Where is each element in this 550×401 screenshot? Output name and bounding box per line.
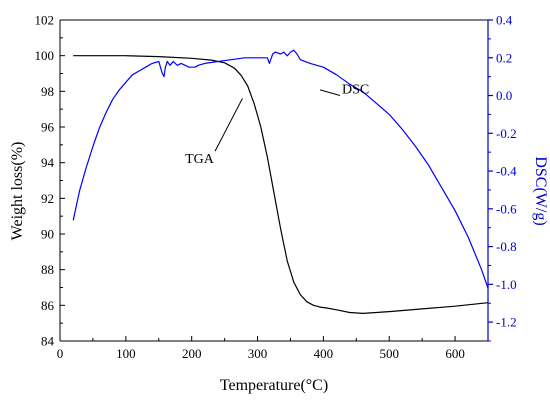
y-left-tick-label: 88 [41, 262, 54, 277]
y-left-tick-label: 96 [41, 120, 55, 135]
y-left-tick-label: 86 [41, 298, 55, 313]
x-axis-ticks: 0 100 200 300 400 500 600 [57, 336, 465, 361]
y-left-tick-label: 94 [41, 155, 55, 170]
tga-leader-line [214, 98, 243, 152]
y-axis-left-ticks: 84 86 88 90 92 94 96 98 100 102 [35, 13, 65, 349]
x-tick-label: 100 [116, 346, 136, 361]
y-axis-left-title: Weight loss(%) [9, 142, 26, 241]
y-right-tick-label: 0.0 [496, 88, 512, 103]
y-right-tick-label: -0.6 [496, 201, 517, 216]
y-right-tick-label: -0.8 [496, 239, 517, 254]
y-right-tick-label: -0.2 [496, 126, 517, 141]
y-left-tick-label: 98 [41, 84, 54, 99]
x-tick-label: 200 [182, 346, 202, 361]
annotation-dsc: DSC [342, 83, 369, 98]
y-axis-right-title: DSC(W/g) [532, 156, 549, 225]
dsc-leader-line [319, 89, 341, 97]
y-left-tick-label: 84 [41, 334, 55, 349]
x-tick-label: 300 [248, 346, 268, 361]
x-tick-label: 600 [445, 346, 465, 361]
series-layer [72, 49, 489, 314]
y-left-tick-label: 102 [35, 13, 55, 28]
series-dsc-line [72, 49, 489, 289]
annotation-tga: TGA [185, 152, 215, 167]
annotation-layer: DSC TGA [185, 83, 369, 168]
x-tick-label: 400 [314, 346, 334, 361]
y-right-tick-label: -1.2 [496, 315, 517, 330]
y-right-tick-label: -0.4 [496, 164, 517, 179]
y-right-tick-label: -1.0 [496, 277, 517, 292]
x-axis-title: Temperature(°C) [220, 377, 328, 394]
series-tga-line [73, 55, 489, 314]
y-axis-right-ticks: -1.2 -1.0 -0.8 -0.6 -0.4 -0.2 0.0 0.2 0.4 [488, 13, 517, 342]
x-tick-label: 0 [57, 346, 64, 361]
x-tick-label: 500 [379, 346, 399, 361]
y-left-tick-label: 90 [41, 227, 54, 242]
y-right-tick-label: 0.2 [496, 50, 512, 65]
y-right-tick-label: 0.4 [496, 13, 513, 28]
y-left-tick-label: 92 [41, 191, 54, 206]
y-left-tick-label: 100 [35, 48, 55, 63]
